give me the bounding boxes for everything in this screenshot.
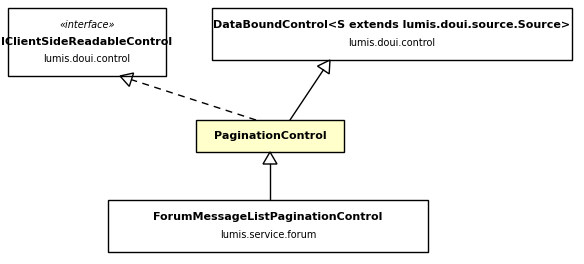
Bar <box>8 8 166 76</box>
Text: PaginationControl: PaginationControl <box>214 131 326 141</box>
Text: «interface»: «interface» <box>59 20 114 30</box>
Bar <box>196 120 344 152</box>
Bar <box>212 8 572 60</box>
Text: lumis.service.forum: lumis.service.forum <box>220 230 316 240</box>
Text: lumis.doui.control: lumis.doui.control <box>43 54 131 64</box>
Bar <box>108 200 428 252</box>
Text: lumis.doui.control: lumis.doui.control <box>349 38 436 48</box>
Text: IClientSideReadableControl: IClientSideReadableControl <box>1 37 172 47</box>
Text: ForumMessageListPaginationControl: ForumMessageListPaginationControl <box>154 212 383 222</box>
Text: DataBoundControl<S extends lumis.doui.source.Source>: DataBoundControl<S extends lumis.doui.so… <box>213 20 571 30</box>
